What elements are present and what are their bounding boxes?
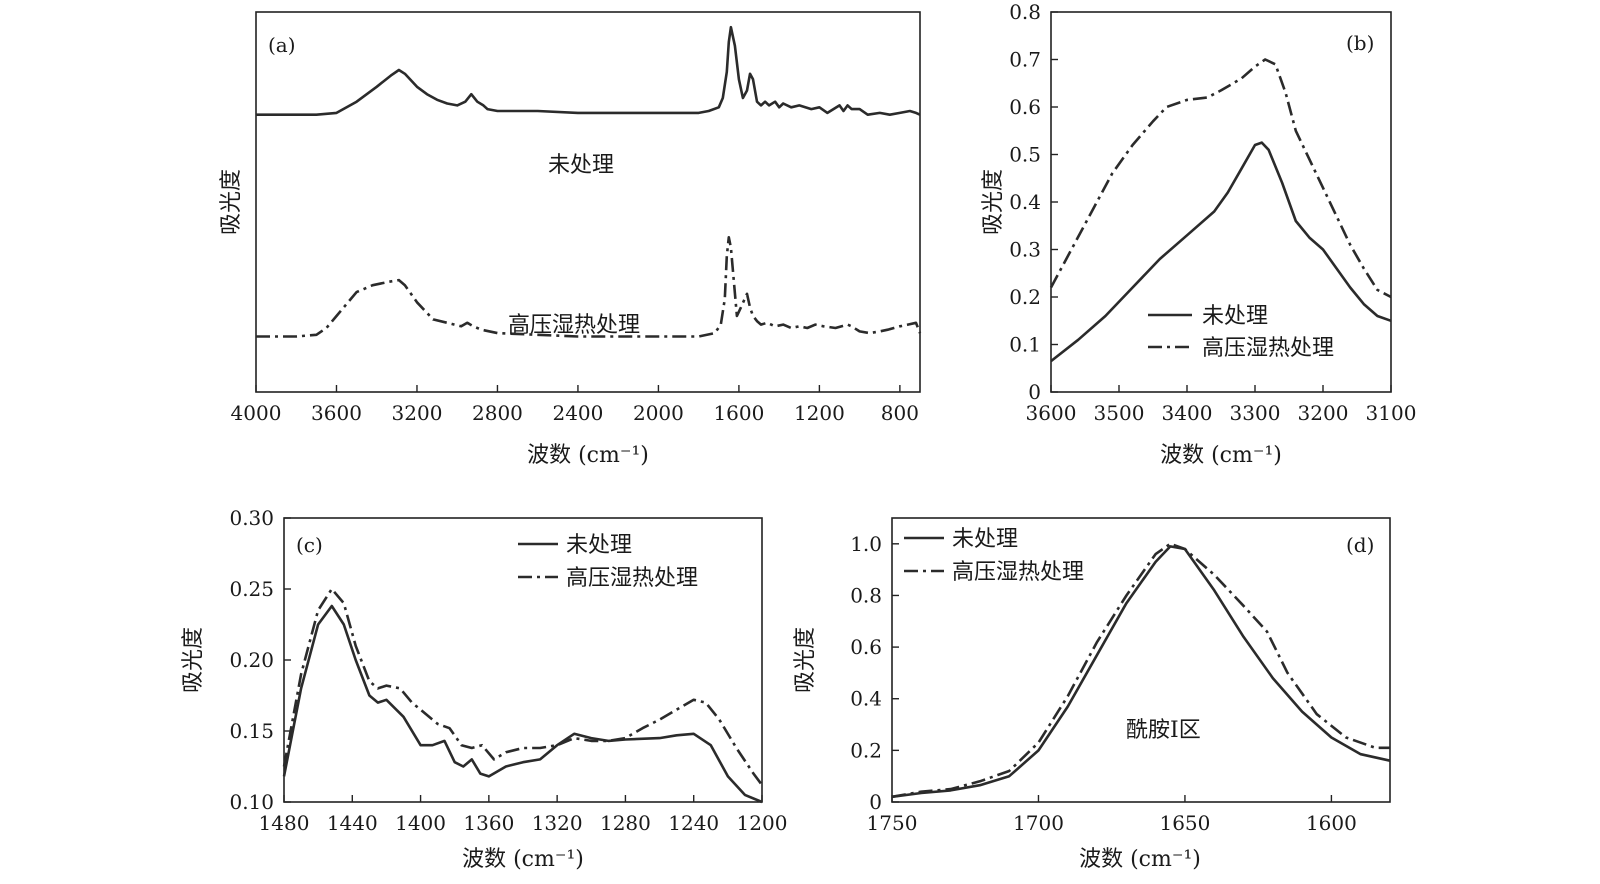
panel-c-ytick-label-3: 0.25 — [229, 577, 274, 601]
panel-b-ytick-label-7: 0.7 — [1009, 48, 1041, 72]
panel-b-ytick-label-3: 0.3 — [1009, 238, 1041, 262]
panel-d-legend-treated: 高压湿热处理 — [952, 560, 1084, 585]
panel-d-ytick-label-3: 0.6 — [850, 635, 882, 659]
panel-b-legend-treated: 高压湿热处理 — [1202, 336, 1334, 361]
panel-c-ticks: 1480 1440 1400 1360 1320 1280 1240 1200 0.10 0.15… — [229, 506, 787, 835]
panel-a-annotation-untreated: 未处理 — [548, 153, 614, 178]
panel-a-xtick-label-3: 2800 — [472, 401, 523, 425]
panel-c-xtick-label-5: 1280 — [600, 811, 651, 835]
panel-a-label: (a) — [268, 33, 296, 57]
panel-d-frame — [891, 517, 1391, 803]
panel-b-xtick-label-1: 3500 — [1094, 401, 1145, 425]
panel-c-ytick-label-1: 0.15 — [229, 719, 274, 743]
panel-b-ticks: 3600 3500 3400 3300 3200 3100 0 0.1 0.2 0.3 0.4 0.5… — [1009, 0, 1416, 425]
panel-a-xtick-label-5: 2000 — [633, 401, 684, 425]
panel-b-legend-untreated: 未处理 — [1202, 304, 1268, 329]
panel-b-series-untreated — [1050, 141, 1392, 363]
panel-a-annotation-treated: 高压湿热处理 — [508, 313, 640, 338]
panel-a-series-untreated — [256, 25, 921, 116]
panel-b-x-axis-title: 波数 (cm⁻¹) — [1160, 443, 1282, 468]
panel-c-xtick-label-0: 1480 — [259, 811, 310, 835]
panel-c-xtick-label-4: 1320 — [532, 811, 583, 835]
panel-c-xtick-label-3: 1360 — [463, 811, 514, 835]
panel-d-legend-untreated: 未处理 — [952, 527, 1018, 552]
panel-b-y-axis-title: 吸光度 — [981, 169, 1006, 235]
panel-a-xtick-label-2: 3200 — [392, 401, 443, 425]
panel-b-ytick-label-4: 0.4 — [1009, 190, 1041, 214]
panel-d-ticks: 1750 1700 1650 1600 0 0.2 0.4 0.6 0.8 1.0 — [850, 532, 1357, 835]
panel-b-ytick-label-5: 0.5 — [1009, 143, 1041, 167]
panel-c-label: (c) — [296, 533, 323, 557]
panel-b-xtick-label-0: 3600 — [1026, 401, 1077, 425]
panel-a-y-axis-title: 吸光度 — [219, 169, 244, 235]
panel-a-series-treated — [256, 236, 922, 338]
panel-b-xtick-label-5: 3100 — [1366, 401, 1417, 425]
panel-c-legend: 未处理 高压湿热处理 — [518, 533, 698, 591]
panel-b-xtick-label-4: 3200 — [1298, 401, 1349, 425]
panel-a-xtick-label-0: 4000 — [231, 401, 282, 425]
panel-c-plot — [282, 587, 764, 804]
panel-a: 4000 3600 3200 2800 2400 2000 1600 1200 800 (a) … — [219, 11, 922, 468]
panel-d-xtick-label-3: 1600 — [1306, 811, 1357, 835]
panel-b-series-treated — [1049, 58, 1392, 299]
panel-a-xtick-label-7: 1200 — [794, 401, 845, 425]
panel-c-y-axis-title: 吸光度 — [181, 627, 206, 693]
panel-d-series-untreated — [891, 545, 1391, 799]
panel-d-label: (d) — [1346, 533, 1374, 557]
panel-b-ytick-label-2: 0.2 — [1009, 285, 1041, 309]
panel-d-xtick-label-1: 1700 — [1013, 811, 1064, 835]
panel-d-ytick-label-5: 1.0 — [850, 532, 882, 556]
panel-b-ytick-label-8: 0.8 — [1009, 0, 1041, 24]
panel-a-ticks: 4000 3600 3200 2800 2400 2000 1600 1200 800 — [231, 385, 919, 425]
panel-d-xtick-label-2: 1650 — [1159, 811, 1210, 835]
panel-c-xtick-label-2: 1400 — [395, 811, 446, 835]
panel-d-y-axis-title: 吸光度 — [793, 627, 818, 693]
panel-d-series-treated — [891, 542, 1390, 799]
panel-c-xtick-label-7: 1200 — [737, 811, 788, 835]
panel-c-series-untreated — [282, 604, 763, 804]
panel-c-ytick-label-2: 0.20 — [229, 648, 274, 672]
panel-c-x-axis-title: 波数 (cm⁻¹) — [462, 847, 584, 872]
panel-d-annotation-amide: 酰胺Ⅰ区 — [1126, 718, 1201, 743]
panel-a-frame — [255, 11, 921, 393]
panel-c-series-treated — [282, 587, 764, 786]
panel-a-plot — [256, 25, 922, 338]
panel-c-legend-treated: 高压湿热处理 — [566, 566, 698, 591]
panel-b-ytick-label-0: 0 — [1028, 380, 1041, 404]
panel-b: 3600 3500 3400 3300 3200 3100 0 0.1 0.2 0.3 0.4 0.5… — [981, 0, 1416, 468]
panel-d-plot — [891, 542, 1391, 799]
panel-c-xtick-label-1: 1440 — [327, 811, 378, 835]
panel-d-ytick-label-4: 0.8 — [850, 583, 882, 607]
panel-c-ytick-label-0: 0.10 — [229, 790, 274, 814]
panel-d-ytick-label-1: 0.2 — [850, 738, 882, 762]
panel-c-ytick-label-4: 0.30 — [229, 506, 274, 530]
panel-c-xtick-label-6: 1240 — [668, 811, 719, 835]
panel-a-xtick-label-8: 800 — [881, 401, 919, 425]
panel-c: 1480 1440 1400 1360 1320 1280 1240 1200 0.10 0.15… — [181, 506, 787, 872]
panel-d: 1750 1700 1650 1600 0 0.2 0.4 0.6 0.8 1.0 (d) 未处理… — [793, 517, 1391, 872]
panel-b-legend: 未处理 高压湿热处理 — [1148, 304, 1334, 361]
panel-b-ytick-label-1: 0.1 — [1009, 333, 1041, 357]
panel-a-xtick-label-4: 2400 — [552, 401, 603, 425]
panel-d-xtick-label-0: 1750 — [867, 811, 918, 835]
panel-a-xtick-label-1: 3600 — [311, 401, 362, 425]
panel-a-xtick-label-6: 1600 — [713, 401, 764, 425]
panel-b-ytick-label-6: 0.6 — [1009, 95, 1041, 119]
panel-d-x-axis-title: 波数 (cm⁻¹) — [1079, 847, 1201, 872]
panel-a-x-axis-title: 波数 (cm⁻¹) — [527, 443, 649, 468]
panel-b-label: (b) — [1346, 31, 1374, 55]
panel-d-ytick-label-2: 0.4 — [850, 687, 882, 711]
panel-b-plot — [1049, 58, 1392, 363]
panel-b-xtick-label-2: 3400 — [1162, 401, 1213, 425]
panel-d-legend: 未处理 高压湿热处理 — [904, 527, 1084, 585]
panel-d-ytick-label-0: 0 — [869, 790, 882, 814]
panel-c-legend-untreated: 未处理 — [566, 533, 632, 558]
panel-b-xtick-label-3: 3300 — [1230, 401, 1281, 425]
